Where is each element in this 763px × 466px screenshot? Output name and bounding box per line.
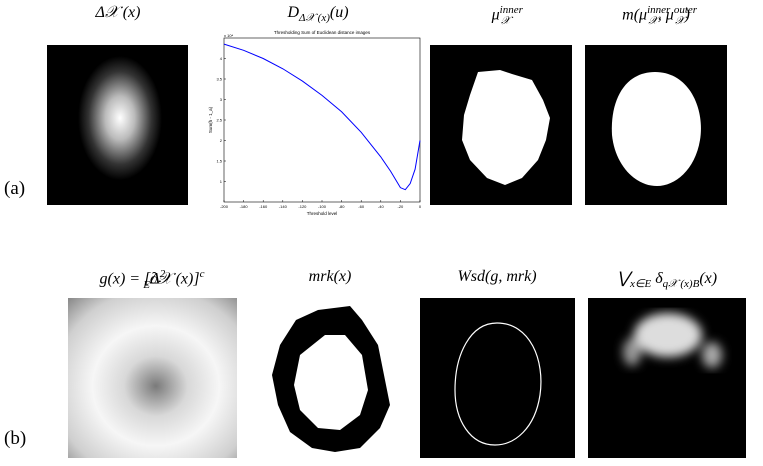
title-part: (x): [699, 270, 718, 287]
scale-note: x 10⁴: [224, 33, 234, 38]
y-tick-label: 4: [220, 56, 223, 61]
panel-title: Wsd(g, mrk): [457, 268, 536, 286]
panel-title: DΔ𝒳 (x)(u): [287, 4, 348, 25]
panel-title: Δ𝒳 (x): [96, 4, 141, 22]
y-tick-label: 3: [220, 97, 223, 102]
title-part: E: [143, 278, 150, 291]
title-part: (u): [329, 4, 349, 21]
x-tick-label: -60: [358, 204, 365, 209]
row-label: (a): [4, 178, 26, 199]
title-part: ⋁: [616, 270, 631, 287]
x-tick-label: -120: [298, 204, 307, 209]
title-part: inner: [499, 4, 523, 16]
title-part: inner: [647, 4, 671, 16]
title-part: 𝒳: [648, 14, 658, 27]
panel-title: mrk(x): [309, 268, 352, 286]
title-part: x∈E: [630, 278, 652, 291]
x-tick-label: -140: [279, 204, 288, 209]
title-part: c: [199, 268, 205, 280]
x-tick-label: -160: [259, 204, 268, 209]
y-tick-label: 3.5: [216, 77, 222, 82]
title-part: ): [684, 6, 690, 24]
x-tick-label: -200: [220, 204, 229, 209]
curve: [223, 43, 421, 191]
x-tick-label: -80: [339, 204, 346, 209]
panel-title: ⋁x∈E δq𝒳 (x)B(x): [617, 268, 717, 291]
title-part: outer: [673, 4, 698, 16]
x-tick-label: 0: [419, 204, 422, 209]
title-part: (x): [122, 4, 141, 21]
panel-title: μinner𝒳: [491, 4, 523, 28]
x-axis-label: Threshold level: [307, 211, 338, 216]
title-part: ∂𝒳 (x)]: [149, 270, 200, 288]
y-tick-label: 1.5: [216, 159, 222, 164]
title-part: mrk(x): [308, 268, 352, 285]
title-part: m(μ: [622, 6, 648, 24]
y-tick-label: 1: [220, 179, 223, 184]
title-part: μ: [491, 6, 500, 24]
title-part: 𝒳: [500, 14, 511, 27]
plot: Thresholding Sum of Euclidean distance i…: [208, 30, 422, 216]
x-tick-label: -40: [378, 204, 385, 209]
image-blob: [78, 56, 162, 180]
image-ring: [272, 306, 390, 452]
title-part: g(x) = [Δ: [99, 270, 160, 288]
title-part: q𝒳 (x)B: [662, 278, 700, 291]
title-part: 2: [159, 268, 166, 280]
panel-title: g(x) = [Δ2E∂𝒳 (x)]c: [100, 268, 205, 291]
title-part: , μ: [657, 6, 674, 24]
title-part: D: [287, 4, 300, 21]
x-tick-label: -180: [240, 204, 249, 209]
image: [420, 298, 575, 458]
image: [68, 298, 237, 458]
title-part: 𝒳: [675, 14, 685, 27]
title-part: δ: [651, 270, 663, 287]
image-blobs: [623, 313, 722, 368]
panel-title: m(μinner𝒳, μouter𝒳): [622, 4, 697, 28]
title-part: Δ𝒳: [95, 4, 123, 21]
x-tick-label: -100: [318, 204, 327, 209]
plot-area: [223, 37, 421, 203]
row-label: (b): [4, 428, 27, 449]
plot-title: Thresholding Sum of Euclidean distance i…: [274, 30, 371, 35]
title-part: Wsd(g, mrk): [457, 268, 537, 285]
y-tick-label: 2.5: [216, 118, 222, 123]
title-part: Δ𝒳 (x): [299, 12, 330, 25]
image-mask: [462, 70, 550, 185]
x-tick-label: -20: [398, 204, 405, 209]
y-tick-label: 2: [220, 138, 223, 143]
image-contour: [454, 322, 542, 446]
y-axis-label: Sum(h - 1_a): [208, 106, 213, 133]
image-mask: [611, 72, 701, 186]
